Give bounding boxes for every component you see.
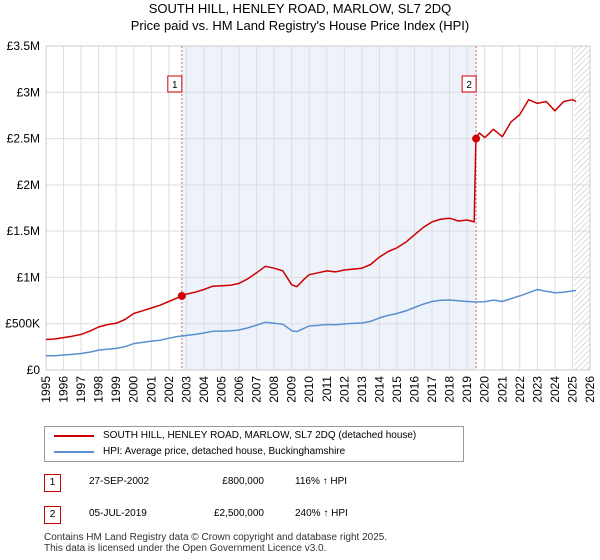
x-tick-label: 2009 — [285, 376, 299, 403]
x-tick-label: 1997 — [74, 376, 88, 403]
x-tick-label: 2023 — [530, 376, 544, 403]
sale-point — [472, 134, 481, 143]
footer-line: Contains HM Land Registry data © Crown c… — [44, 532, 388, 543]
transaction-hpi-change: 240% ↑ HPI — [295, 508, 348, 519]
x-tick-label: 2010 — [302, 376, 316, 403]
x-tick-label: 2017 — [425, 376, 439, 403]
transaction-number-badge: 1 — [44, 474, 61, 492]
footer-line: This data is licensed under the Open Gov… — [44, 543, 327, 554]
transaction-date: 05-JUL-2019 — [89, 508, 147, 519]
x-tick-label: 2011 — [320, 376, 334, 402]
transaction-number-badge: 2 — [44, 506, 61, 524]
x-tick-label: 2016 — [408, 376, 422, 403]
x-tick-label: 2024 — [548, 376, 562, 403]
y-tick-label: £3M — [17, 85, 40, 99]
y-tick-label: £500K — [5, 317, 40, 331]
x-tick-label: 2006 — [232, 376, 246, 403]
x-tick-label: 2008 — [267, 376, 281, 403]
property-line-swatch — [54, 435, 94, 437]
x-tick-label: 2015 — [390, 376, 404, 403]
ownership-period-shade — [181, 46, 477, 370]
x-tick-label: 2004 — [197, 376, 211, 403]
x-tick-label: 1999 — [109, 376, 123, 403]
x-tick-label: 2025 — [565, 376, 579, 403]
x-tick-label: 2002 — [162, 376, 176, 403]
x-tick-label: 2007 — [250, 376, 264, 403]
chart-title: SOUTH HILL, HENLEY ROAD, MARLOW, SL7 2DQ — [148, 1, 452, 16]
sale-marker-box — [167, 75, 183, 93]
x-tick-label: 2000 — [127, 376, 141, 403]
property-price-line — [45, 98, 577, 341]
x-tick-label: 2021 — [495, 376, 509, 403]
legend-label-hpi: HPI: Average price, detached house, Buck… — [103, 446, 346, 457]
hpi-line-swatch — [54, 451, 94, 453]
legend: SOUTH HILL, HENLEY ROAD, MARLOW, SL7 2DQ… — [44, 426, 464, 462]
legend-label-property: SOUTH HILL, HENLEY ROAD, MARLOW, SL7 2DQ… — [103, 430, 417, 441]
plot-frame — [45, 45, 591, 371]
x-tick-label: 2005 — [214, 376, 228, 403]
transaction-hpi-change: 116% ↑ HPI — [295, 476, 348, 487]
transaction-price: £800,000 — [222, 476, 264, 487]
sale-marker-box — [461, 75, 477, 93]
x-tick-label: 2013 — [355, 376, 369, 403]
x-tick-label: 2001 — [144, 376, 158, 403]
x-tick-label: 1996 — [57, 376, 71, 403]
y-tick-label: £0 — [27, 363, 41, 377]
x-tick-label: 1995 — [39, 376, 53, 403]
forecast-hatch — [574, 46, 590, 370]
y-tick-label: £2M — [17, 178, 40, 192]
x-tick-label: 1998 — [92, 376, 106, 403]
transaction-price: £2,500,000 — [213, 508, 264, 519]
sale-marker-label: 1 — [172, 80, 178, 91]
y-tick-label: £1.5M — [7, 224, 40, 238]
x-tick-label: 2019 — [460, 376, 474, 403]
x-tick-label: 2012 — [337, 376, 351, 403]
transaction-date: 27-SEP-2002 — [89, 476, 150, 487]
chart-subtitle: Price paid vs. HM Land Registry's House … — [130, 18, 470, 33]
y-tick-label: £1M — [17, 270, 40, 284]
footer-attribution: Contains HM Land Registry data © Crown c… — [44, 532, 387, 554]
x-tick-label: 2026 — [583, 376, 597, 403]
x-tick-label: 2020 — [478, 376, 492, 403]
x-tick-label: 2022 — [513, 376, 527, 403]
x-tick-label: 2003 — [179, 376, 193, 403]
y-tick-label: £2.5M — [7, 132, 40, 146]
y-tick-label: £3.5M — [7, 39, 40, 53]
hpi-line — [45, 288, 577, 357]
sale-marker-label: 2 — [466, 80, 472, 91]
x-tick-label: 2014 — [372, 376, 386, 403]
x-tick-label: 2018 — [443, 376, 457, 403]
sale-point — [177, 291, 186, 300]
